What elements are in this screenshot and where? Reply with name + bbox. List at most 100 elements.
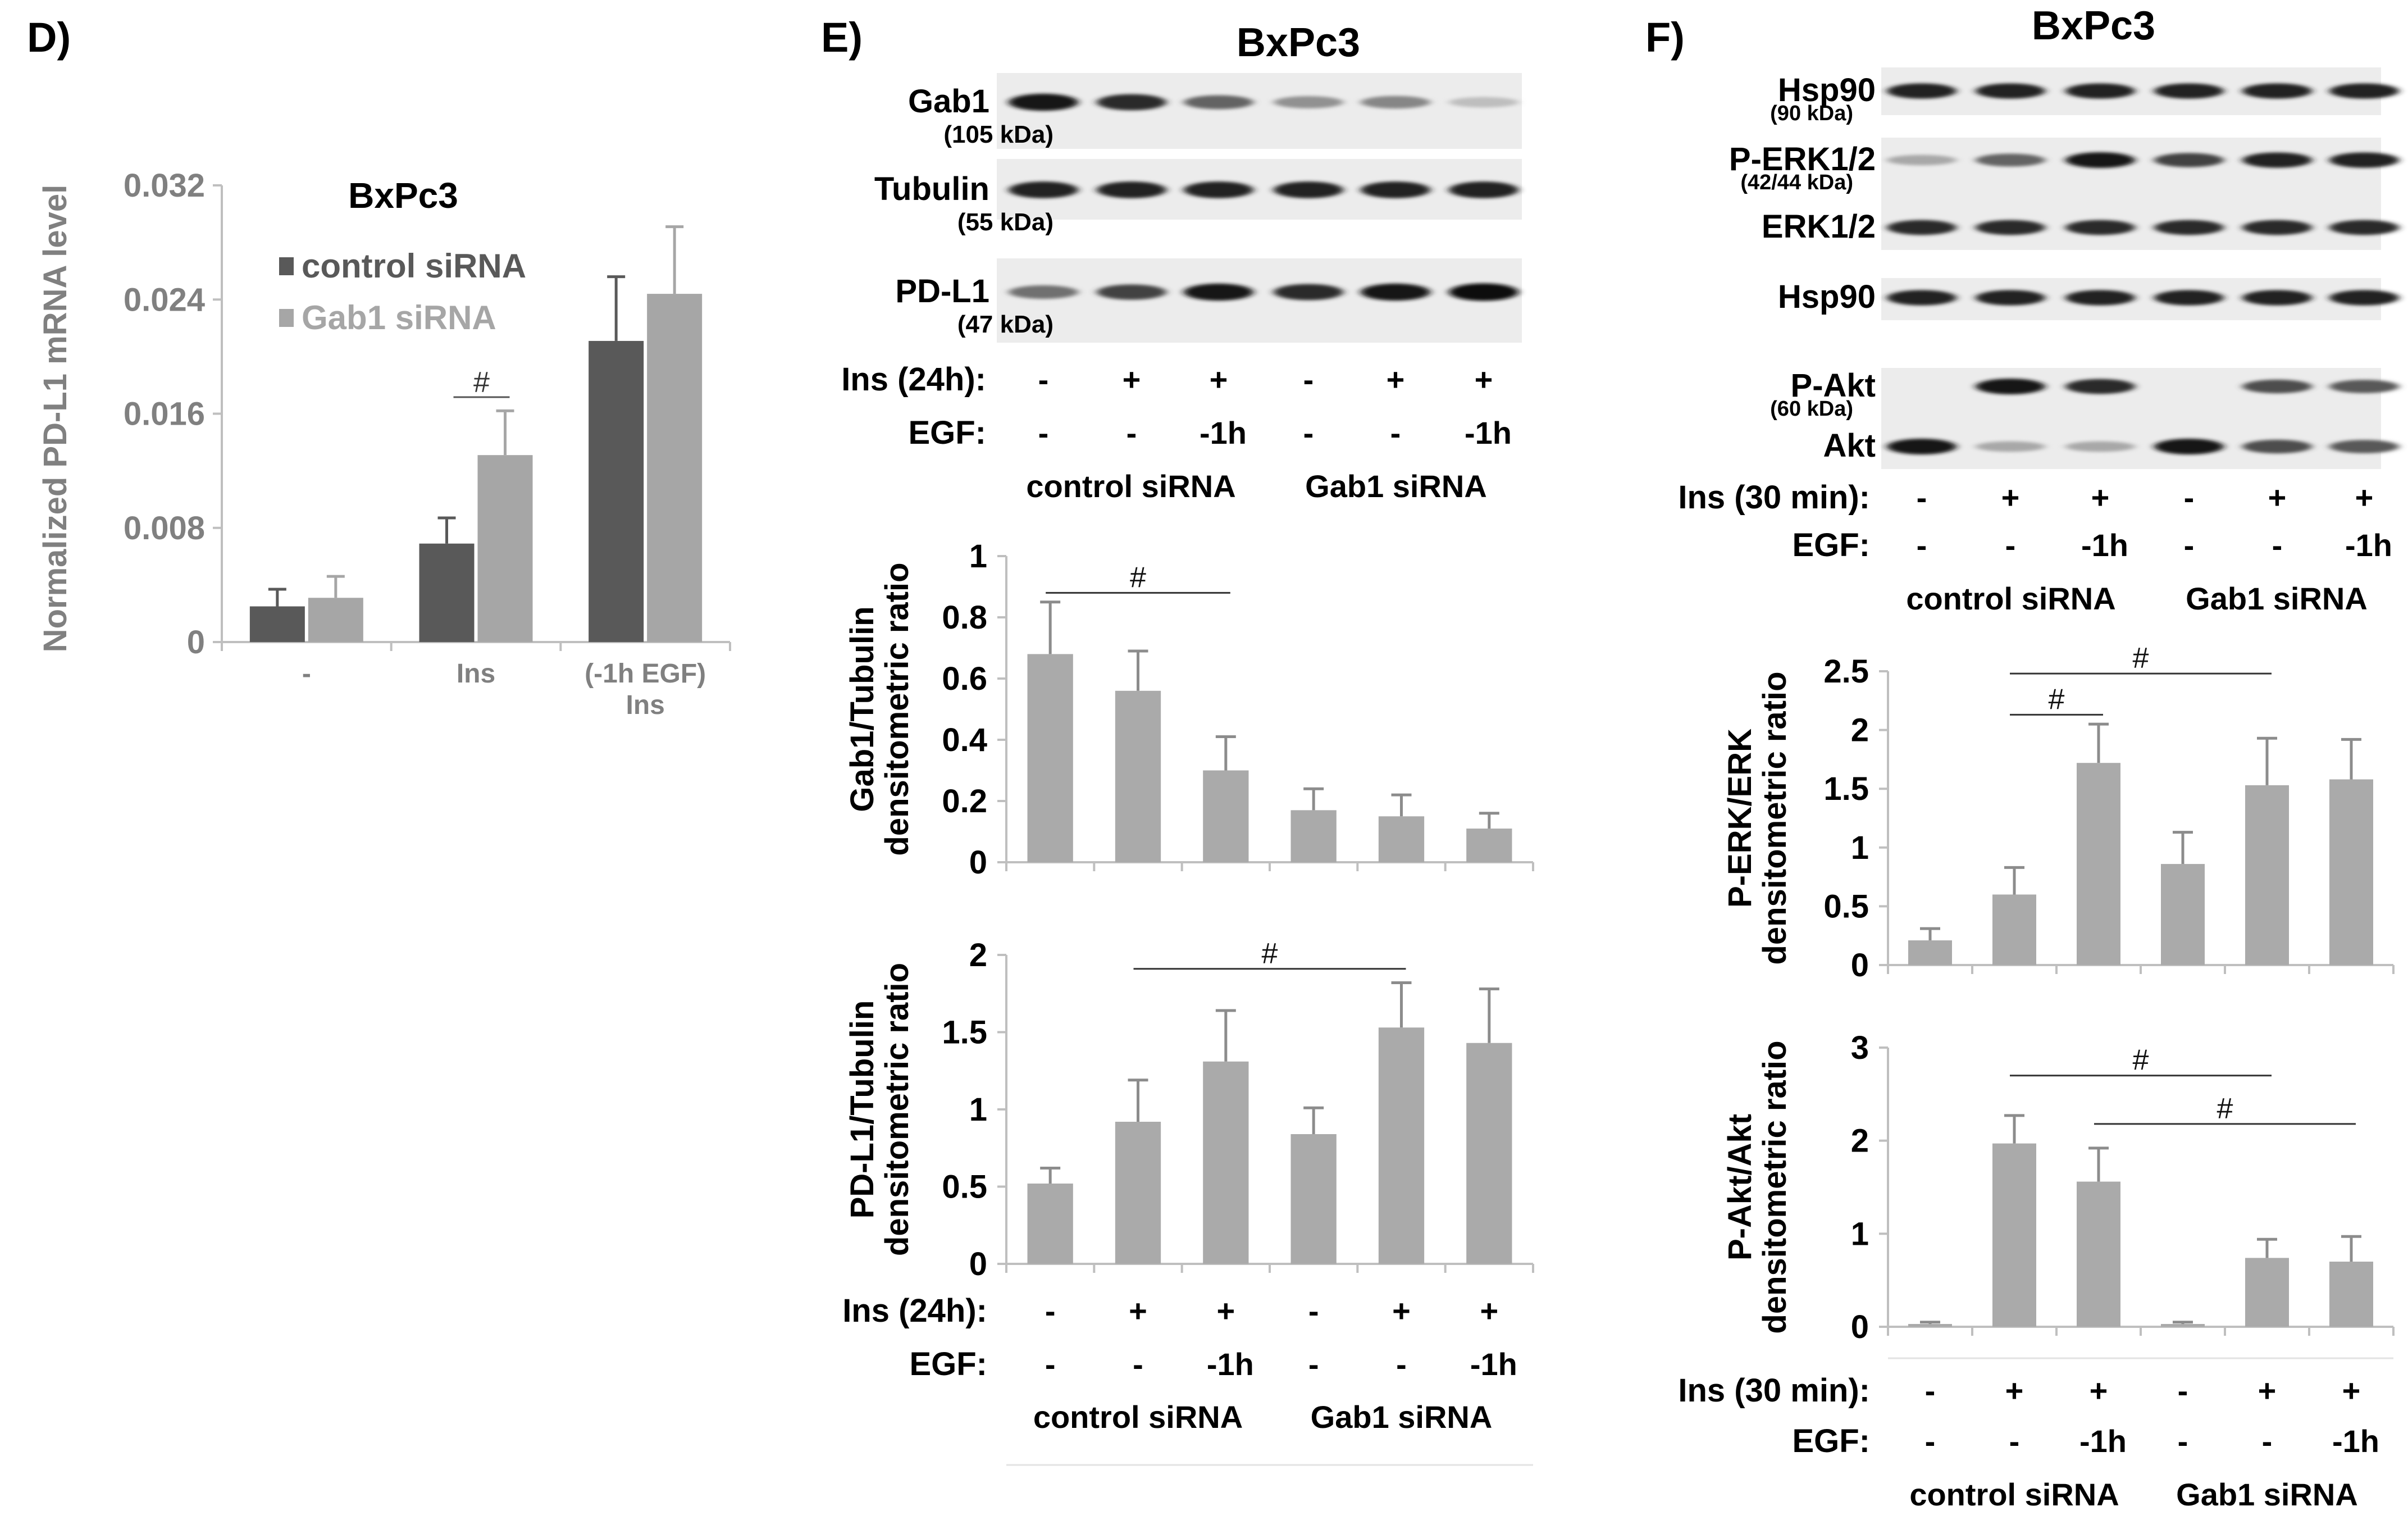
chart-f2-egf-value: - (2178, 1423, 2188, 1459)
blot-f-band (2242, 290, 2312, 306)
blot-e-band (1361, 181, 1430, 198)
chart-f1-ytick-label: 2.5 (1823, 653, 1869, 690)
blot-f-row-label: Hsp90 (1778, 72, 1876, 108)
blot-f-ins-value: + (2001, 480, 2020, 515)
blot-e-band (1097, 181, 1166, 198)
blot-f-band (2154, 83, 2224, 99)
chart-e1-bar (1290, 810, 1337, 862)
chart-f2-egf-value: - (2262, 1423, 2273, 1459)
chart-e2-bar (1466, 1043, 1512, 1264)
chart-f2-ins-value: - (1925, 1373, 1936, 1408)
blot-e-row-label: Gab1 (908, 83, 989, 120)
panel-e: BxPc3 Gab1(105 kDa) Tubulin(55 kDa) PD-L1(… (841, 20, 1534, 1466)
chart-d-title: BxPc3 (348, 175, 458, 216)
chart-d-category-label: (-1h EGF) (585, 659, 706, 689)
chart-f2-bar (1992, 1143, 2036, 1327)
blot-f-egf-value: - (2272, 527, 2283, 563)
blot-e-row-label: Tubulin (874, 171, 989, 207)
blot-f-band (2154, 153, 2224, 167)
blot-f-band (2154, 220, 2224, 235)
chart-f2-group-label: Gab1 siRNA (2176, 1477, 2358, 1512)
chart-f2-ylabel: P-Akt/Akt (1722, 1114, 1758, 1260)
blot-e-band (1274, 181, 1343, 198)
chart-e2-bar (1378, 1027, 1425, 1264)
blot-e-ins-value: + (1387, 362, 1405, 397)
chart-f1-bar (2161, 864, 2205, 965)
blot-f-ins-value: + (2091, 480, 2110, 515)
blot-e-band (1361, 283, 1430, 301)
blot-f-band (2065, 152, 2135, 169)
chart-e2-ins-value: + (1129, 1293, 1147, 1328)
blot-f-ins-label: Ins (30 min): (1678, 479, 1870, 516)
chart-f1-bar (1992, 894, 2036, 965)
blot-f-band (2329, 440, 2399, 453)
chart-d-ytick-label: 0.032 (124, 167, 205, 204)
blot-f-band (1887, 83, 1956, 99)
blot-e-ins-value: + (1210, 362, 1228, 397)
chart-f2-significance-mark: # (2217, 1093, 2233, 1125)
chart-e1-significance-mark: # (1130, 561, 1146, 594)
blot-e-ins-label: Ins (24h): (841, 361, 986, 398)
blot-f-band (2065, 379, 2135, 394)
chart-f2-bar (2245, 1258, 2289, 1327)
blot-f-ins-value: - (2184, 480, 2195, 515)
chart-f2-ytick-label: 1 (1851, 1216, 1869, 1252)
chart-e2-ytick-label: 1.5 (942, 1014, 987, 1051)
chart-f2-ins-value: - (2178, 1373, 2188, 1408)
blot-f-band (2065, 220, 2135, 235)
blot-e-egf-value: -1h (1465, 415, 1512, 450)
blot-f-band (2329, 83, 2399, 99)
chart-f1-ytick-label: 0.5 (1823, 888, 1869, 925)
blot-f-band (2329, 380, 2399, 393)
chart-e1-bar (1378, 816, 1425, 862)
chart-f2-egf-value: - (1925, 1423, 1936, 1459)
blot-e-row-sublabel: (105 kDa) (943, 121, 1054, 148)
chart-e1-bar (1466, 829, 1512, 862)
blot-e-band (1184, 95, 1253, 110)
chart-e1-bar (1115, 690, 1161, 862)
chart-e1-ytick-label: 0 (969, 844, 987, 881)
blot-e-ins-value: + (1123, 362, 1141, 397)
blot-e-ins-value: - (1038, 362, 1049, 397)
blot-f-row-label: Akt (1823, 427, 1876, 464)
blot-f-egf-value: -1h (2345, 527, 2392, 563)
blot-e-title: BxPc3 (1237, 20, 1360, 65)
chart-f2-ytick-label: 2 (1851, 1123, 1869, 1159)
chart-e2-ylabel: densitometric ratio (879, 963, 915, 1256)
blot-e-band (1009, 181, 1078, 198)
blot-f-band (2242, 152, 2312, 168)
blot-f-band (2065, 83, 2135, 99)
blot-f-band (2329, 290, 2399, 306)
blot-f-ins-value: + (2355, 480, 2374, 515)
blot-f-band (1887, 290, 1956, 306)
chart-f2-bar (1908, 1324, 1952, 1327)
chart-f2-significance-mark: # (2133, 1044, 2149, 1077)
blot-f-band (2242, 439, 2312, 454)
chart-f2-ytick-label: 3 (1851, 1030, 1869, 1066)
blot-f-row-label: P-Akt (1791, 367, 1876, 404)
chart-e2-ytick-label: 2 (969, 937, 987, 973)
blot-f-row-label: P-ERK1/2 (1729, 141, 1876, 178)
chart-f1-ytick-label: 2 (1851, 712, 1869, 749)
chart-d-ytick-label: 0.016 (124, 396, 205, 433)
chart-e2-ins-value: + (1480, 1293, 1498, 1328)
chart-f1-bar (2077, 763, 2120, 965)
blot-e-row-sublabel: (47 kDa) (957, 311, 1054, 338)
chart-d-ytick-label: 0.024 (124, 281, 205, 318)
blot-f-egf-value: - (1917, 527, 1927, 563)
chart-f2-egf-value: - (2009, 1423, 2020, 1459)
blot-f-row-label: ERK1/2 (1762, 208, 1876, 245)
chart-d-ytick-label: 0 (187, 624, 205, 661)
chart-f2-ins-value: + (2005, 1373, 2024, 1408)
chart-e1-ytick-label: 0.4 (942, 722, 987, 758)
chart-e1-bar (1027, 654, 1073, 862)
blot-f-egf-value: - (2005, 527, 2016, 563)
blot-f-band (2154, 290, 2224, 306)
blot-e-group-label: Gab1 siRNA (1305, 468, 1487, 504)
blot-e-band (1361, 95, 1430, 109)
chart-e2-ins-value: + (1216, 1293, 1235, 1328)
blot-e-membrane (997, 159, 1522, 220)
chart-d-bar (419, 543, 475, 642)
chart-e2-egf-value: -1h (1207, 1346, 1254, 1382)
